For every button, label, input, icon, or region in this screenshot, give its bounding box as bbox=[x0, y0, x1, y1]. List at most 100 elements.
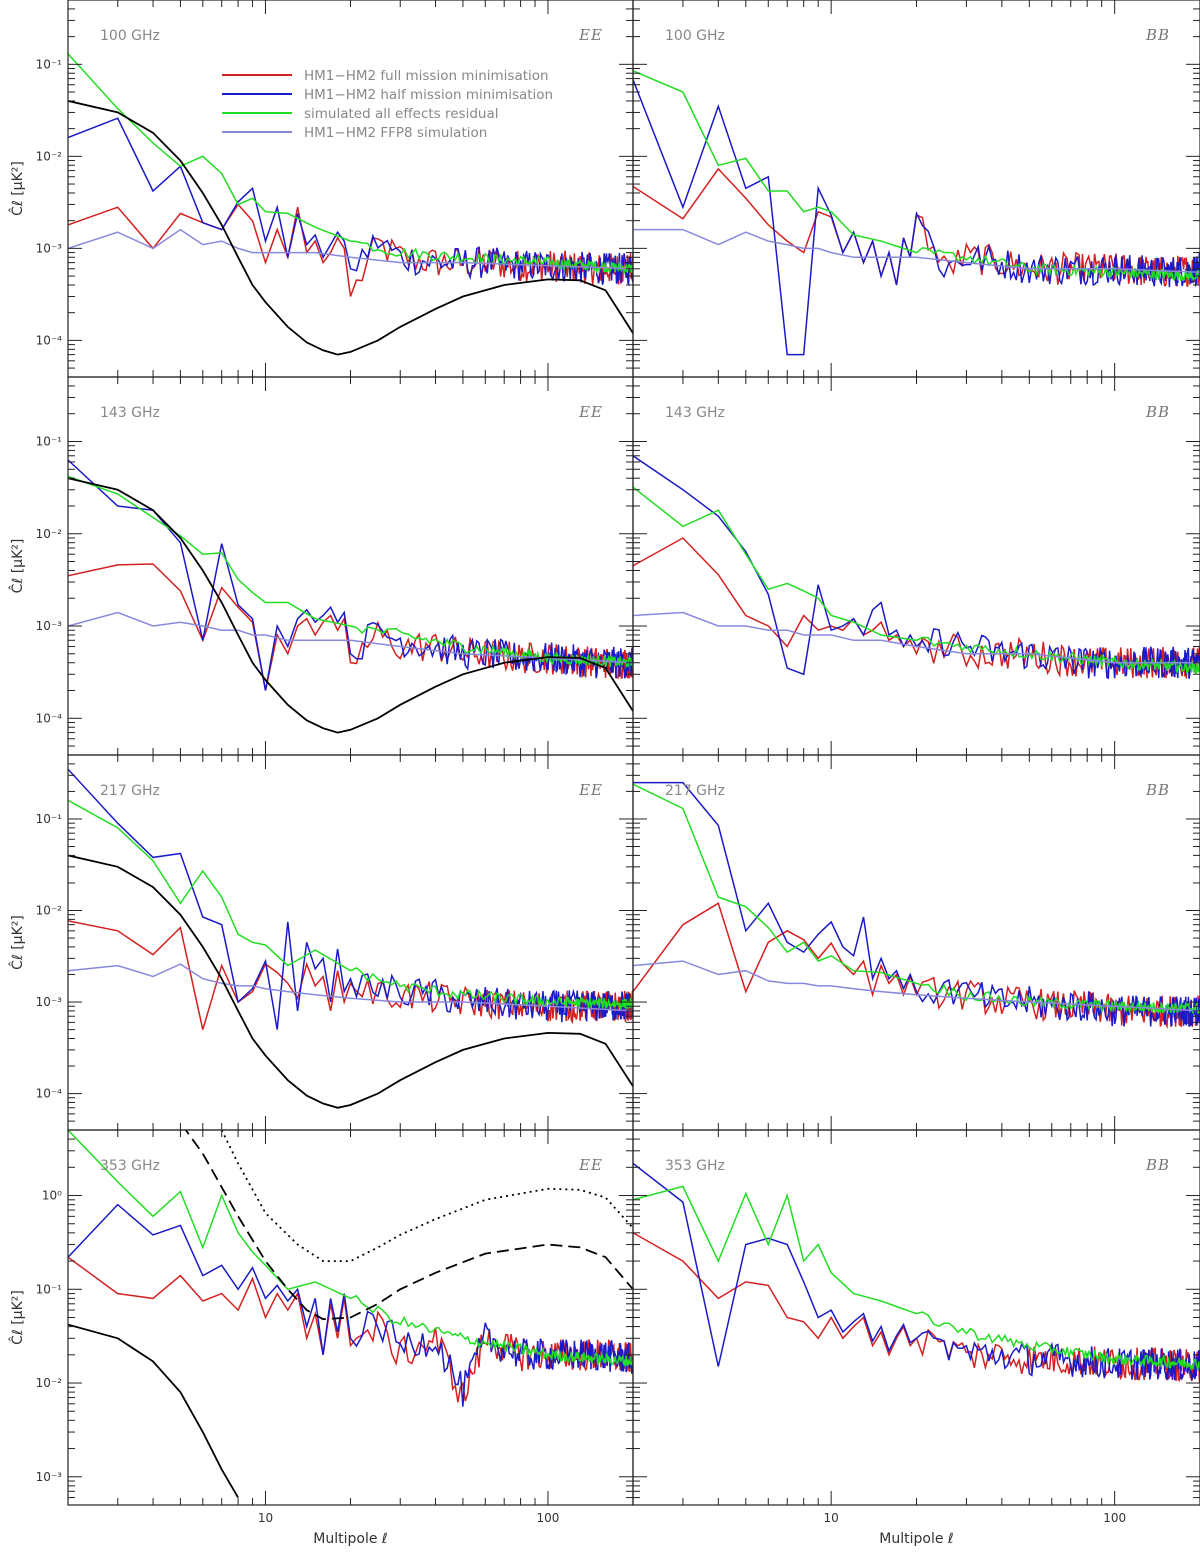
y-tick-label: 10⁰ bbox=[42, 1189, 62, 1203]
panel-spectrum-label: BB bbox=[1145, 781, 1170, 799]
series-line-simulated-all-effects-residual bbox=[68, 475, 633, 669]
panel-frequency-label: 100 GHz bbox=[100, 28, 160, 44]
series-line-hm1-hm2-full-mission-minimisation bbox=[68, 563, 633, 691]
plot-area bbox=[68, 53, 633, 356]
series-line-model bbox=[68, 477, 633, 734]
x-axis-label: Multipole ℓ bbox=[879, 1531, 953, 1547]
series-line-hm1-hm2-ffp8-simulation bbox=[68, 228, 633, 270]
series-line-simulated-all-effects-residual bbox=[633, 1185, 1200, 1372]
series-line-hm1-hm2-full-mission-minimisation bbox=[633, 537, 1200, 679]
x-tick-label: 10 bbox=[258, 1511, 273, 1525]
y-axis-label: Ĉℓ [μK²] bbox=[8, 915, 26, 970]
series-line-hm1-hm2-half-mission-minimisation bbox=[68, 768, 633, 1030]
panel-frame bbox=[67, 376, 634, 756]
y-tick-label: 10⁻² bbox=[36, 527, 63, 541]
panel-frequency-label: 217 GHz bbox=[100, 783, 160, 799]
series-line-hm1-hm2-half-mission-minimisation bbox=[633, 79, 1200, 356]
y-tick-label: 10⁻¹ bbox=[36, 812, 63, 826]
y-tick-label: 10⁻² bbox=[36, 149, 63, 163]
panel-spectrum-label: EE bbox=[578, 403, 603, 421]
y-tick-label: 10⁻² bbox=[36, 904, 63, 918]
y-tick-label: 10⁻³ bbox=[36, 995, 63, 1009]
panel-frequency-label: 100 GHz bbox=[665, 28, 725, 44]
panel-frequency-label: 143 GHz bbox=[100, 405, 160, 421]
legend-label: HM1−HM2 FFP8 simulation bbox=[304, 125, 487, 141]
panel-353-ghz-bb: 10 100 Multipole ℓ 353 GHz BB bbox=[632, 1129, 1200, 1547]
plot-area bbox=[633, 70, 1200, 356]
series-line-simulated-all-effects-residual bbox=[633, 70, 1200, 282]
y-tick-label: 10⁻³ bbox=[36, 1470, 63, 1484]
panel-spectrum-label: BB bbox=[1145, 1156, 1170, 1174]
series-line-hm1-hm2-half-mission-minimisation bbox=[633, 1162, 1200, 1381]
legend-label: HM1−HM2 full mission minimisation bbox=[304, 68, 549, 84]
series-line-dotted-model bbox=[219, 1130, 633, 1262]
x-axis-label: Multipole ℓ bbox=[313, 1531, 387, 1547]
panel-frame bbox=[67, 754, 634, 1131]
y-tick-label: 10⁻⁴ bbox=[36, 333, 63, 347]
y-tick-label: 10⁻² bbox=[36, 1376, 63, 1390]
legend-label: HM1−HM2 half mission minimisation bbox=[304, 87, 553, 103]
series-line-hm1-hm2-ffp8-simulation bbox=[68, 963, 633, 1012]
y-axis-label: Ĉℓ [μK²] bbox=[8, 539, 26, 594]
plot-area bbox=[633, 455, 1200, 680]
panel-frequency-label: 143 GHz bbox=[665, 405, 725, 421]
y-axis-label: Ĉℓ [μK²] bbox=[8, 161, 26, 216]
series-line-hm1-hm2-ffp8-simulation bbox=[633, 960, 1200, 1012]
panel-143-ghz-bb: 143 GHz BB bbox=[632, 376, 1200, 756]
plot-area bbox=[633, 1162, 1200, 1383]
series-line-hm1-hm2-ffp8-simulation bbox=[633, 228, 1200, 274]
series-line-hm1-hm2-ffp8-simulation bbox=[68, 611, 633, 664]
y-axis-label: Ĉℓ [μK²] bbox=[8, 1290, 26, 1345]
series-line-dashed-model bbox=[184, 1130, 633, 1321]
series-line-hm1-hm2-half-mission-minimisation bbox=[68, 1203, 633, 1407]
series-line-hm1-hm2-half-mission-minimisation bbox=[68, 459, 633, 691]
plot-area bbox=[633, 781, 1200, 1029]
panel-217-ghz-ee: 10⁻⁴ 10⁻³ 10⁻² 10⁻¹ Ĉℓ [μK²] 217 GHz EE bbox=[8, 754, 634, 1131]
y-tick-label: 10⁻³ bbox=[36, 241, 63, 255]
series-line-hm1-hm2-full-mission-minimisation bbox=[68, 1256, 633, 1403]
series-line-simulated-all-effects-residual bbox=[68, 1130, 633, 1367]
series-line-hm1-hm2-full-mission-minimisation bbox=[633, 902, 1200, 1029]
series-line-hm1-hm2-ffp8-simulation bbox=[633, 611, 1200, 664]
plot-area bbox=[68, 1130, 633, 1499]
panel-100-ghz-ee: 10⁻⁴ 10⁻³ 10⁻² 10⁻¹ Ĉℓ [μK²] 100 GHz EE HM1−HM2… bbox=[8, 0, 634, 378]
panel-217-ghz-bb: 217 GHz BB bbox=[632, 754, 1200, 1131]
series-line-simulated-all-effects-residual bbox=[633, 783, 1200, 1015]
y-tick-label: 10⁻¹ bbox=[36, 57, 63, 71]
series-line-model bbox=[68, 100, 633, 356]
panel-frame bbox=[632, 0, 1200, 378]
series-line-hm1-hm2-full-mission-minimisation bbox=[68, 203, 633, 297]
panel-frequency-label: 353 GHz bbox=[100, 1158, 160, 1174]
panel-frequency-label: 217 GHz bbox=[665, 783, 725, 799]
panel-frame bbox=[632, 1129, 1200, 1506]
series-line-simulated-all-effects-residual bbox=[68, 53, 633, 274]
legend: HM1−HM2 full mission minimisation HM1−HM2… bbox=[222, 68, 553, 141]
y-tick-label: 10⁻⁴ bbox=[36, 711, 63, 725]
panel-143-ghz-ee: 10⁻⁴ 10⁻³ 10⁻² 10⁻¹ Ĉℓ [μK²] 143 GHz EE bbox=[8, 376, 634, 756]
y-tick-label: 10⁻⁴ bbox=[36, 1087, 63, 1101]
panel-frequency-label: 353 GHz bbox=[665, 1158, 725, 1174]
plot-area bbox=[68, 768, 633, 1109]
y-tick-label: 10⁻¹ bbox=[36, 1282, 63, 1296]
x-tick-label: 100 bbox=[537, 1511, 560, 1525]
panel-frame bbox=[632, 754, 1200, 1131]
panel-spectrum-label: BB bbox=[1145, 26, 1170, 44]
panel-spectrum-label: BB bbox=[1145, 403, 1170, 421]
series-line-hm1-hm2-half-mission-minimisation bbox=[633, 781, 1200, 1027]
series-line-simulated-all-effects-residual bbox=[68, 799, 633, 1010]
panel-353-ghz-ee: 10⁻³ 10⁻² 10⁻¹ 10⁰ Ĉℓ [μK²] 10 100 Multipole ℓ 3… bbox=[8, 1129, 634, 1547]
panel-spectrum-label: EE bbox=[578, 1156, 603, 1174]
x-tick-label: 10 bbox=[824, 1511, 839, 1525]
panel-100-ghz-bb: 100 GHz BB bbox=[632, 0, 1200, 378]
x-tick-label: 100 bbox=[1103, 1511, 1126, 1525]
panel-spectrum-label: EE bbox=[578, 781, 603, 799]
series-line-hm1-hm2-half-mission-minimisation bbox=[633, 455, 1200, 680]
legend-label: simulated all effects residual bbox=[304, 106, 498, 122]
panel-frame bbox=[67, 0, 634, 378]
panel-spectrum-label: EE bbox=[578, 26, 603, 44]
series-line-simulated-all-effects-residual bbox=[633, 486, 1200, 675]
plot-area bbox=[68, 459, 633, 734]
series-line-model bbox=[68, 1323, 239, 1499]
panel-frame bbox=[632, 376, 1200, 756]
